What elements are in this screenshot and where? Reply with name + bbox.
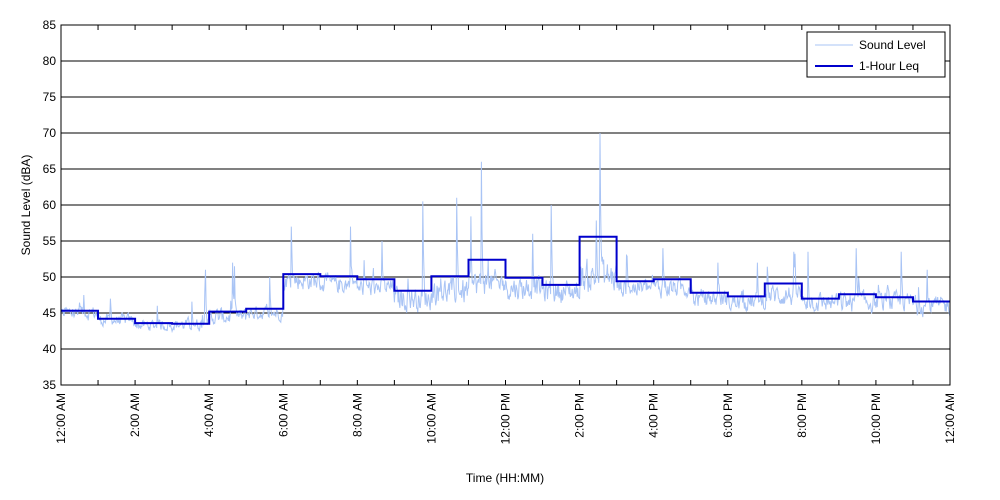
sound-level-line <box>60 132 951 334</box>
x-axis-ticks: 12:00 AM 2:00 AM 4:00 AM 6:00 AM 8:00 AM 10:0… <box>54 25 957 444</box>
x-tick-label: 8:00 AM <box>350 393 364 437</box>
y-tick-label: 85 <box>43 18 57 32</box>
x-tick-label: 12:00 AM <box>54 393 68 444</box>
y-axis-ticks: 35 40 45 50 55 60 65 70 75 80 85 <box>43 18 57 392</box>
sound-level-series <box>60 132 951 334</box>
leq-series <box>61 235 950 325</box>
y-tick-label: 80 <box>43 54 57 68</box>
y-tick-label: 55 <box>43 234 57 248</box>
x-tick-label: 6:00 PM <box>721 393 735 438</box>
x-tick-label: 4:00 PM <box>647 393 661 438</box>
leq-step-line <box>61 235 950 325</box>
x-tick-label: 2:00 PM <box>573 393 587 438</box>
y-axis-label: Sound Level (dBA) <box>19 155 33 256</box>
y-tick-label: 65 <box>43 162 57 176</box>
legend-box <box>806 31 946 78</box>
x-tick-label: 10:00 AM <box>424 393 438 444</box>
x-tick-label: 10:00 PM <box>869 393 883 444</box>
y-tick-label: 60 <box>43 198 57 212</box>
y-tick-label: 40 <box>43 342 57 356</box>
x-tick-label: 4:00 AM <box>202 393 216 437</box>
legend-label-sound-level: Sound Level <box>859 38 926 52</box>
x-tick-label: 6:00 AM <box>276 393 290 437</box>
x-tick-label: 8:00 PM <box>795 393 809 438</box>
y-tick-label: 35 <box>43 378 57 392</box>
x-tick-label: 12:00 AM <box>943 393 957 444</box>
y-tick-label: 75 <box>43 90 57 104</box>
x-tick-label: 2:00 AM <box>128 393 142 437</box>
y-tick-label: 50 <box>43 270 57 284</box>
legend: Sound Level 1-Hour Leq <box>806 31 946 78</box>
y-tick-label: 70 <box>43 126 57 140</box>
x-axis-label: Time (HH:MM) <box>466 471 544 485</box>
y-tick-label: 45 <box>43 306 57 320</box>
legend-label-leq: 1-Hour Leq <box>859 59 919 73</box>
x-tick-label: 12:00 PM <box>499 393 513 444</box>
